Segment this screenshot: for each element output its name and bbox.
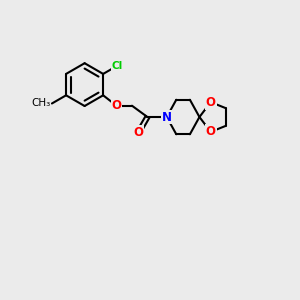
Text: O: O bbox=[206, 96, 216, 109]
Text: O: O bbox=[206, 125, 216, 138]
Text: O: O bbox=[134, 126, 143, 139]
Text: N: N bbox=[162, 110, 172, 124]
Text: Cl: Cl bbox=[112, 61, 123, 71]
Text: O: O bbox=[112, 99, 122, 112]
Text: CH₃: CH₃ bbox=[31, 98, 50, 109]
